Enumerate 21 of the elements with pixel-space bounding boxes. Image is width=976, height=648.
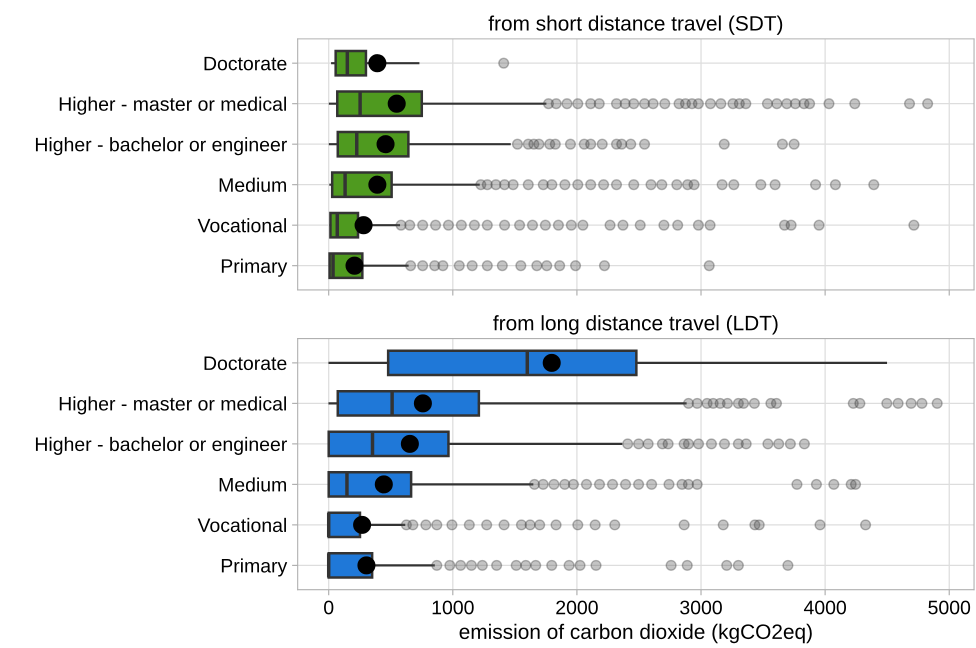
x-tick-label: 0 [324, 600, 334, 614]
x-tick-label: 5000 [928, 600, 970, 614]
y-tick-label: Vocational [198, 218, 286, 232]
y-tick-label: Doctorate [204, 56, 286, 70]
x-tick-label: 1000 [432, 600, 474, 614]
y-tick-label: Doctorate [204, 356, 286, 370]
y-tick-label: Medium [220, 178, 286, 192]
y-tick-label: Primary [222, 558, 288, 576]
y-tick-label: Medium [220, 477, 286, 492]
chart-title: from long distance travel (LDT) [493, 315, 778, 335]
y-tick-label: Primary [222, 258, 288, 277]
x-tick-label: 4000 [804, 600, 846, 614]
chart-title: from short distance travel (SDT) [488, 15, 782, 35]
x-tick-label: 2000 [556, 600, 598, 614]
y-tick-label: Higher - bachelor or engineer [36, 436, 287, 455]
x-axis-title: emission of carbon dioxide (kgCO2eq) [460, 624, 812, 644]
y-tick-label: Higher - bachelor or engineer [36, 137, 287, 156]
x-tick-label: 3000 [680, 600, 722, 614]
y-tick-label: Higher - master or medical [60, 96, 286, 115]
y-tick-label: Vocational [198, 518, 286, 532]
y-tick-label: Higher - master or medical [60, 396, 286, 414]
